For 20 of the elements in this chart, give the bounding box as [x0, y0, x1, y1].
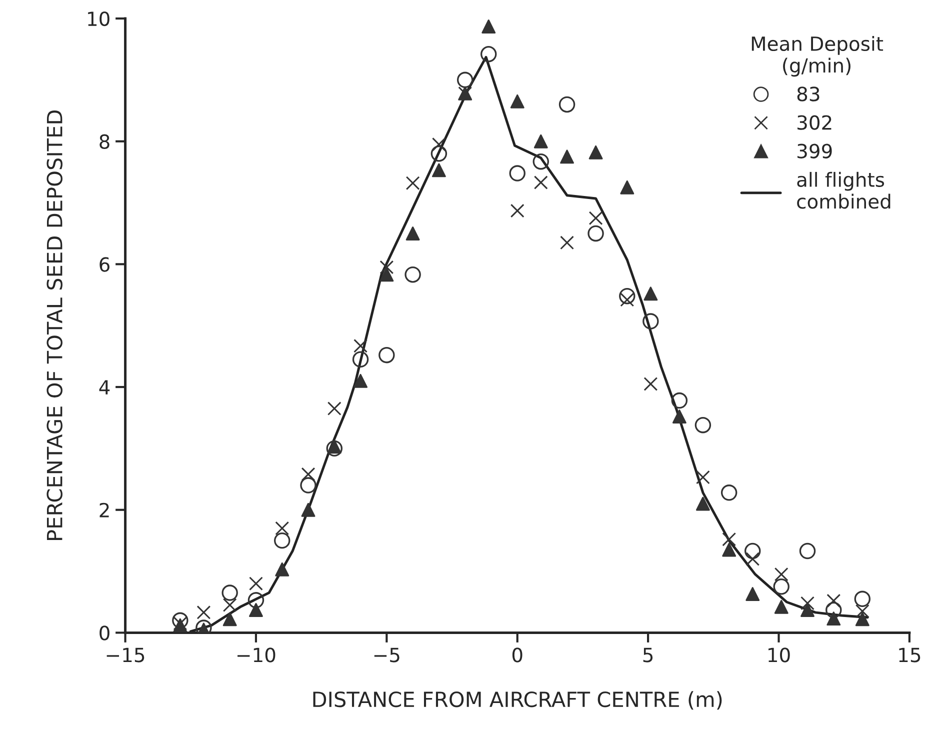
y-tick-label: 2 [100, 502, 109, 518]
x-axis-title: DISTANCE FROM AIRCRAFT CENTRE (m) [313, 691, 722, 710]
y-tick-label: 4 [99, 380, 110, 394]
legend-label: 83 [797, 86, 820, 102]
x-tick-label: 0 [512, 648, 522, 662]
x-tick-label: −5 [374, 648, 400, 662]
y-tick-label: 6 [100, 257, 110, 272]
y-tick-label: 8 [100, 134, 110, 150]
x-tick-label: 5 [643, 648, 653, 662]
y-tick-label: 10 [88, 11, 110, 26]
legend-label: all flights combined [797, 172, 890, 209]
y-tick-label: 0 [100, 626, 110, 640]
x-tick-label: −15 [106, 648, 144, 662]
x-tick-label: 15 [899, 648, 920, 662]
x-tick-label: −10 [238, 648, 276, 662]
legend-label: 302 [798, 115, 832, 130]
y-axis-title: PERCENTAGE OF TOTAL SEED DEPOSITED [46, 110, 62, 540]
x-tick-label: 10 [768, 648, 790, 662]
legend-title: Mean Deposit (g/min) [752, 36, 884, 77]
legend-label: 399 [798, 144, 832, 158]
